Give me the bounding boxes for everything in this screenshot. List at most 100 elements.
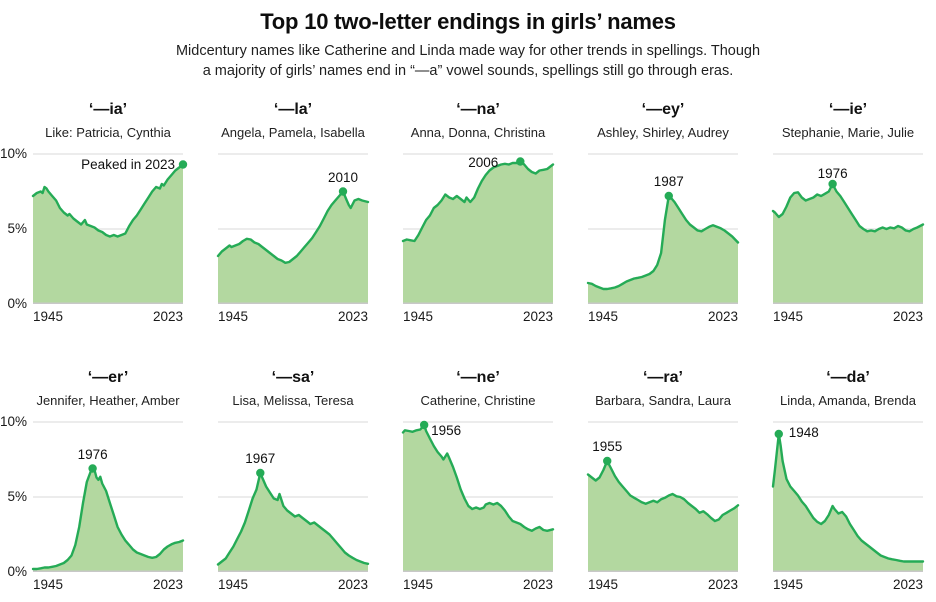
chart-card-ia: ‘—ia’ Like: Patricia, Cynthia Peaked in … [0,100,188,325]
area-chart-svg [31,421,185,573]
x-axis-labels: 1945 2023 [773,577,923,593]
y-tick-label: 0% [7,564,27,579]
peak-annotation: 1976 [77,446,108,462]
chart-plot-area: Peaked in 2023 10% 5% 0% [0,146,188,311]
x-tick-label-end: 2023 [892,309,923,324]
trend-line [401,160,555,243]
chart-plot-area: 1956 [401,420,555,573]
y-tick-label: 10% [0,414,27,429]
x-axis-labels: 1945 2023 [588,309,738,325]
chart-plot-area: 1948 [771,421,925,573]
peak-annotation: 1956 [431,423,462,438]
x-tick-label-end: 2023 [152,577,183,592]
chart-subtitle: Jennifer, Heather, Amber [36,393,180,408]
x-tick-label-end: 2023 [892,577,923,592]
area-fill [33,468,183,572]
chart-plot-area: 1976 10% 5% 0% [0,414,185,579]
peak-annotation: 2006 [468,154,499,170]
x-tick-label-end: 2023 [337,577,368,592]
trend-line [216,190,370,264]
page-subtitle-line-2: a majority of girls’ names end in “—a” v… [202,63,734,79]
chart-card-da: ‘—da’ Linda, Amanda, Brenda 1948 1945 20… [771,368,925,593]
x-tick-label-end: 2023 [152,309,183,324]
x-tick-label-start: 1945 [33,577,64,592]
area-fill [588,196,738,304]
chart-card-ie: ‘—ie’ Stephanie, Marie, Julie 1976 1945 … [771,100,925,325]
peak-dot [664,191,673,201]
chart-card-er: ‘—er’ Jennifer, Heather, Amber 1976 10% 5… [0,368,185,593]
y-tick-label: 5% [7,489,27,504]
trend-line [586,459,740,523]
y-tick-label: 5% [7,221,27,236]
area-chart-svg [771,153,925,305]
trend-line [771,182,925,233]
chart-subtitle: Catherine, Christine [420,393,536,408]
trend-line [31,467,185,571]
area-fill [403,161,553,304]
trend-line [401,423,555,532]
x-tick-label-start: 1945 [773,309,804,324]
x-tick-label-start: 1945 [773,577,804,592]
chart-subtitle: Lisa, Melissa, Teresa [232,393,354,408]
x-axis-labels: 1945 2023 [33,309,183,325]
peak-dot [88,464,97,473]
x-tick-label-end: 2023 [522,577,553,592]
area-fill [403,425,553,572]
chart-subtitle: Stephanie, Marie, Julie [781,125,915,140]
x-tick-label-start: 1945 [33,309,64,324]
peak-dot [256,468,265,478]
x-axis-labels: 1945 2023 [403,577,553,593]
page-subtitle-line-1: Midcentury names like Catherine and Lind… [175,43,761,59]
chart-title: ‘—na’ [456,101,500,118]
chart-card-la: ‘—la’ Angela, Pamela, Isabella 2010 1945… [216,100,370,325]
chart-header: Top 10 two-letter endings in girls’ name… [0,0,936,81]
x-axis-labels: 1945 2023 [218,309,368,325]
area-chart-svg [771,421,925,573]
chart-title: ‘—ia’ [88,101,128,118]
chart-card-ey: ‘—ey’ Ashley, Shirley, Audrey 1987 1945 … [586,100,740,325]
area-fill [33,164,183,304]
peak-annotation: 1955 [592,439,623,454]
trend-line [31,163,185,238]
peak-dot [338,187,348,196]
chart-subtitle: Angela, Pamela, Isabella [221,125,365,140]
chart-subtitle: Like: Patricia, Cynthia [45,125,171,140]
chart-plot-area: 2010 [216,153,370,305]
area-chart-svg [586,153,740,305]
area-chart-svg [401,420,555,573]
x-tick-label-start: 1945 [403,309,434,324]
chart-card-ra: ‘—ra’ Barbara, Sandra, Laura 1955 1945 2… [586,368,740,593]
x-tick-label-start: 1945 [403,577,434,592]
area-fill [218,473,368,572]
page-subtitle: Midcentury names like Catherine and Lind… [0,41,936,81]
area-fill [588,461,738,572]
peak-dot [828,179,837,189]
chart-subtitle: Anna, Donna, Christina [410,125,546,140]
x-tick-label-end: 2023 [707,309,738,324]
x-axis-labels: 1945 2023 [403,309,553,325]
x-tick-label-start: 1945 [588,309,619,324]
chart-title: ‘—ey’ [641,101,685,118]
area-fill [773,434,923,572]
x-axis-labels: 1945 2023 [588,577,738,593]
chart-card-sa: ‘—sa’ Lisa, Melissa, Teresa 1967 1945 20… [216,368,370,593]
peak-annotation: 2010 [327,169,359,185]
x-tick-label-end: 2023 [337,309,368,324]
chart-plot-area: 1967 [216,421,370,573]
page-title: Top 10 two-letter endings in girls’ name… [260,9,676,34]
peak-annotation: 1987 [653,174,684,189]
chart-card-na: ‘—na’ Anna, Donna, Christina 2006 1945 2… [401,100,555,325]
x-axis-labels: 1945 2023 [33,577,183,593]
chart-plot-area: 1955 [586,421,740,573]
chart-subtitle: Ashley, Shirley, Audrey [597,125,729,140]
x-tick-label-start: 1945 [588,577,619,592]
area-fill [218,191,368,304]
x-axis-labels: 1945 2023 [218,577,368,593]
chart-title: ‘—ne’ [456,369,500,386]
peak-dot [516,157,525,166]
chart-row-bottom: ‘—er’ Jennifer, Heather, Amber 1976 10% 5… [0,368,936,593]
chart-title: ‘—sa’ [271,369,315,386]
chart-row-top: ‘—ia’ Like: Patricia, Cynthia Peaked in … [0,100,936,325]
peak-annotation: Peaked in 2023 [81,156,175,172]
peak-annotation: 1976 [817,166,848,181]
